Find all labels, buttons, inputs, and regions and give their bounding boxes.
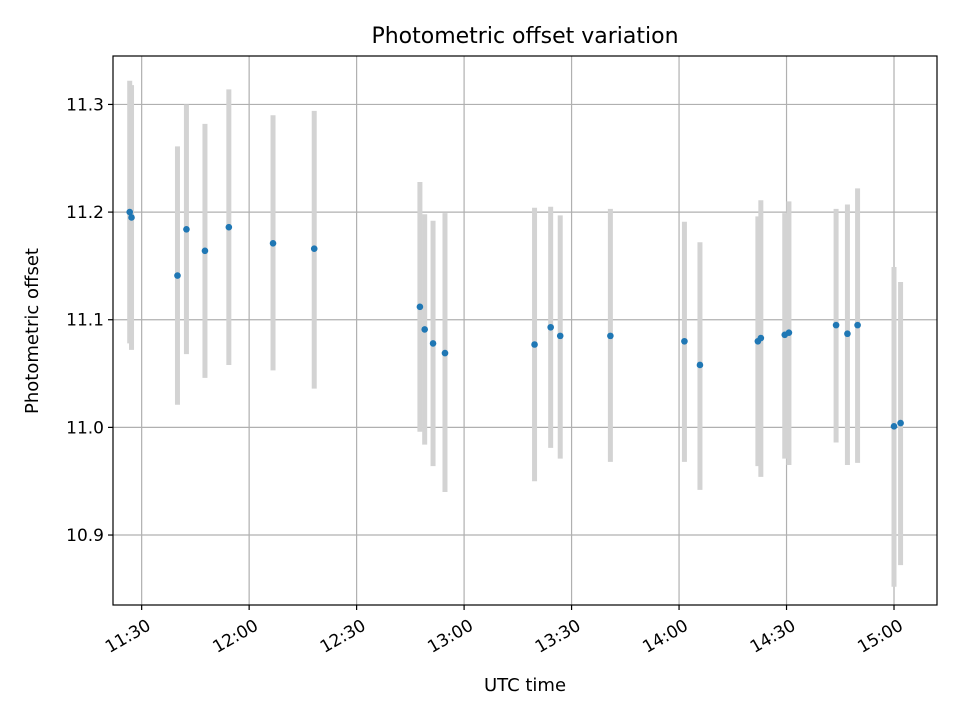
plot-frame [112,55,938,606]
data-point [531,341,538,348]
data-point [890,423,898,430]
y-tick-label: 11.3 [66,95,104,115]
data-point [421,326,428,333]
x-axis-label: UTC time [484,675,566,696]
y-tick-label: 10.9 [66,526,104,546]
data-point [854,321,861,329]
data-point [696,361,704,369]
data-point [416,303,424,311]
data-points [126,208,904,430]
y-tick-label: 11.2 [66,203,104,223]
data-point [310,245,318,252]
data-point [128,214,135,221]
chart-title: Photometric offset variation [371,24,678,49]
data-point [225,223,233,231]
data-point [681,337,688,345]
data-point [201,247,209,255]
data-point [441,349,449,357]
y-tick-label: 11.1 [66,311,104,331]
y-axis: 10.9 11.0 11.1 11.2 11.3 [66,95,113,546]
data-point [547,323,554,331]
data-point [785,329,793,336]
y-tick-label: 11.0 [66,418,104,438]
data-point [429,340,437,347]
data-point [844,330,851,338]
grid [113,56,937,605]
data-point [183,226,190,233]
data-point [126,208,134,216]
data-point [607,332,614,340]
y-axis-label: Photometric offset [22,248,43,414]
data-point [757,334,765,342]
data-point [269,240,277,247]
data-point [832,321,840,329]
data-point [897,419,904,427]
data-point [556,332,564,340]
data-point [174,272,181,279]
